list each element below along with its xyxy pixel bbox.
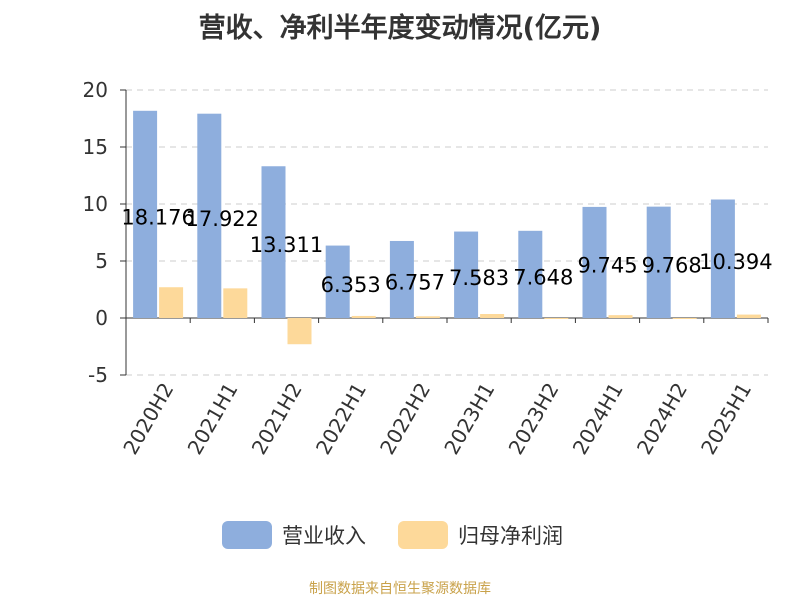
x-tick-label: 2024H1 bbox=[568, 379, 628, 459]
legend-label-net-profit: 归母净利润 bbox=[458, 524, 563, 548]
revenue-data-label: 9.768 bbox=[642, 253, 702, 277]
revenue-data-label: 6.353 bbox=[321, 273, 381, 297]
net-profit-bar bbox=[736, 314, 761, 318]
grid-layer bbox=[126, 89, 768, 376]
x-tick-label: 2025H1 bbox=[696, 379, 756, 459]
net-profit-bar bbox=[223, 288, 248, 318]
legend: 营业收入 归母净利润 bbox=[222, 521, 563, 549]
x-tick-label: 2021H1 bbox=[183, 379, 243, 459]
legend-swatch-revenue bbox=[222, 521, 272, 549]
revenue-data-label: 7.583 bbox=[449, 266, 509, 290]
revenue-data-label: 10.394 bbox=[699, 250, 772, 274]
revenue-data-label: 18.176 bbox=[121, 205, 194, 229]
y-tick-label: 15 bbox=[83, 135, 108, 159]
net-profit-bar bbox=[544, 318, 569, 319]
revenue-bar bbox=[710, 199, 735, 318]
x-tick-label: 2022H1 bbox=[311, 379, 371, 459]
x-tick-label: 2023H1 bbox=[439, 378, 499, 458]
net-profit-bar bbox=[351, 315, 376, 318]
y-tick-label: 5 bbox=[95, 249, 108, 273]
revenue-bar bbox=[197, 113, 222, 318]
legend-swatch-net-profit bbox=[398, 521, 448, 549]
revenue-bar bbox=[261, 166, 286, 318]
y-tick-label: 10 bbox=[83, 192, 108, 216]
revenue-bar bbox=[133, 110, 158, 318]
x-tick-label: 2020H2 bbox=[118, 379, 178, 459]
net-profit-bar bbox=[287, 318, 312, 345]
net-profit-bar bbox=[480, 314, 505, 318]
net-profit-bar bbox=[415, 316, 440, 318]
x-tick-label: 2021H2 bbox=[247, 379, 307, 459]
y-tick-label: -5 bbox=[88, 363, 108, 387]
revenue-bar bbox=[582, 206, 607, 318]
revenue-data-label: 7.648 bbox=[513, 265, 573, 289]
revenue-bar bbox=[454, 231, 479, 318]
bar-layer bbox=[133, 110, 761, 345]
data-source-footer: 制图数据来自恒生聚源数据库 bbox=[309, 581, 491, 597]
y-tick-label: 20 bbox=[83, 78, 108, 102]
x-tick-label: 2022H2 bbox=[375, 379, 435, 459]
x-tick-label: 2023H2 bbox=[504, 379, 564, 459]
net-profit-bar bbox=[608, 315, 633, 318]
legend-label-revenue: 营业收入 bbox=[282, 524, 366, 548]
revenue-data-label: 9.745 bbox=[577, 253, 637, 277]
revenue-bar bbox=[646, 206, 671, 318]
net-profit-bar bbox=[672, 318, 697, 319]
revenue-bar bbox=[518, 230, 543, 318]
x-tick-label: 2024H2 bbox=[632, 379, 692, 459]
net-profit-bar bbox=[159, 287, 184, 318]
revenue-bar bbox=[389, 240, 414, 318]
y-tick-label: 0 bbox=[95, 306, 108, 330]
revenue-data-label: 6.757 bbox=[385, 270, 445, 294]
revenue-bar bbox=[325, 245, 350, 318]
revenue-data-label: 13.311 bbox=[250, 233, 323, 257]
chart-title: 营收、净利半年度变动情况(亿元) bbox=[198, 13, 602, 44]
revenue-data-label: 17.922 bbox=[186, 207, 259, 231]
